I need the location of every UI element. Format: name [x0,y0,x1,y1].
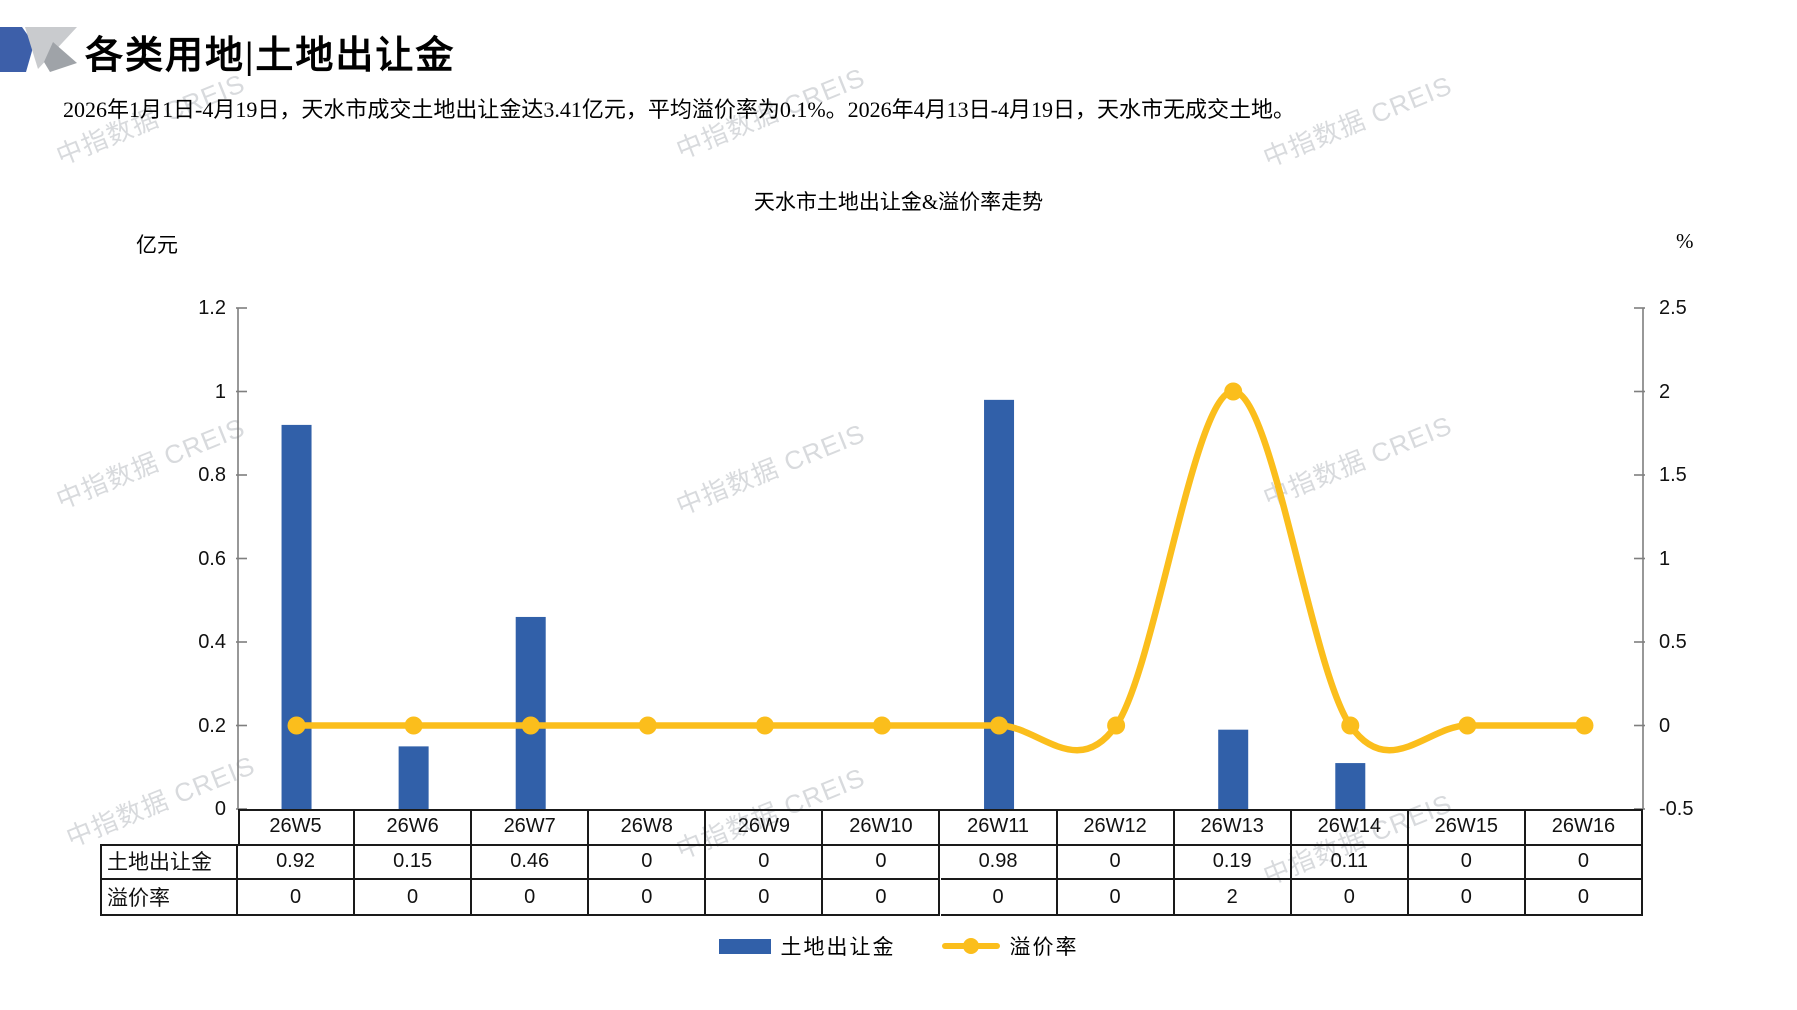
watermark: 中指数据 CREIS [671,417,870,521]
legend-bar-swatch-icon [718,938,771,954]
bar-26W14 [1335,763,1366,809]
table-row-label: 溢价率 [100,880,238,916]
bar-26W13 [1218,729,1249,809]
left-axis-unit: 亿元 [136,233,178,257]
left-axis-tick-label: 0 [214,798,226,820]
table-row-label: 土地出让金 [100,844,238,880]
table-cell-26W7: 0.46 [472,844,590,880]
line-marker-26W14 [1341,716,1360,735]
category-header-26W11: 26W11 [941,809,1058,844]
line-marker-26W8 [638,716,657,735]
category-header-26W10: 26W10 [823,809,941,844]
category-header-26W6: 26W6 [355,809,473,844]
table-cell-26W6: 0 [355,880,473,916]
line-marker-26W5 [287,716,306,735]
line-marker-26W11 [990,716,1009,735]
table-cell-26W16: 0 [1525,880,1643,916]
summary-text: 2026年1月1日-4月19日，天水市成交土地出让金达3.41亿元，平均溢价率为… [63,97,1295,122]
right-axis-tick-label: -0.5 [1659,798,1694,820]
left-axis-tick-label: 0.6 [198,547,226,570]
line-marker-26W16 [1575,716,1594,735]
right-axis-unit: % [1676,229,1694,253]
left-axis-tick-label: 1.2 [198,297,226,319]
page-title: 各类用地|土地出让金 [85,35,456,77]
table-cell-26W11: 0.98 [940,844,1058,880]
table-cell-26W10: 0 [823,880,941,916]
table-cell-26W9: 0 [706,880,824,916]
table-cell-26W9: 0 [706,844,824,880]
creis-logo-icon [0,27,77,72]
legend-line-swatch-icon [941,938,1000,954]
table-cell-26W5: 0.92 [238,844,356,880]
table-cell-26W11: 0 [940,880,1058,916]
left-axis-tick-label: 0.2 [198,714,226,737]
category-header-26W12: 26W12 [1058,809,1175,844]
category-header-26W8: 26W8 [589,809,707,844]
table-cell-26W16: 0 [1525,844,1643,880]
bar-26W6 [398,746,429,809]
right-axis-tick-label: 1 [1659,547,1671,570]
category-header-26W15: 26W15 [1409,809,1526,844]
right-axis-tick-label: 2.5 [1659,297,1687,319]
bar-26W5 [281,424,312,809]
watermark: 中指数据 CREIS [51,411,250,515]
category-header-26W16: 26W16 [1526,809,1643,844]
table-cell-26W13: 0.19 [1174,844,1292,880]
table-cell-26W15: 0 [1408,880,1526,916]
table-cell-26W5: 0 [238,880,356,916]
left-axis-tick-label: 0.8 [198,464,226,486]
bar-26W11 [984,399,1015,809]
table-cell-26W14: 0 [1291,880,1409,916]
table-cell-26W13: 2 [1174,880,1292,916]
line-marker-26W6 [404,716,423,735]
table-cell-26W12: 0 [1057,844,1175,880]
table-cell-26W10: 0 [823,844,941,880]
right-axis-tick-label: 0 [1659,714,1671,737]
legend-line-label: 溢价率 [1009,935,1079,959]
table-cell-26W14: 0.11 [1291,844,1409,880]
watermark: 中指数据 CREIS [1258,409,1457,513]
line-marker-26W15 [1458,716,1477,735]
line-marker-26W12 [1107,716,1126,735]
category-header-26W14: 26W14 [1292,809,1409,844]
bar-26W7 [515,616,546,809]
table-cell-26W7: 0 [472,880,590,916]
table-cell-26W6: 0.15 [355,844,473,880]
chart-title: 天水市土地出让金&溢价率走势 [753,190,1044,214]
category-header-26W13: 26W13 [1175,809,1292,844]
category-header-row [238,809,1643,844]
line-marker-26W7 [521,716,540,735]
right-axis-tick-label: 0.5 [1659,631,1687,653]
table-cell-26W8: 0 [589,880,707,916]
chart-legend: 土地出让金 溢价率 [0,931,1797,961]
table-cell-26W15: 0 [1408,844,1526,880]
category-header-26W7: 26W7 [472,809,590,844]
category-header-26W5: 26W5 [238,809,356,844]
left-axis-tick-label: 0.4 [198,631,226,653]
line-marker-26W9 [755,716,774,735]
table-cell-26W12: 0 [1057,880,1175,916]
category-header-26W9: 26W9 [706,809,824,844]
line-marker-26W13 [1224,382,1243,401]
table-cell-26W8: 0 [589,844,707,880]
left-axis-tick-label: 1 [214,380,226,403]
right-axis-tick-label: 1.5 [1659,464,1687,486]
legend-bar-label: 土地出让金 [780,935,896,959]
line-marker-26W10 [872,716,891,735]
data-table [100,844,1643,916]
right-axis-tick-label: 2 [1659,380,1671,403]
